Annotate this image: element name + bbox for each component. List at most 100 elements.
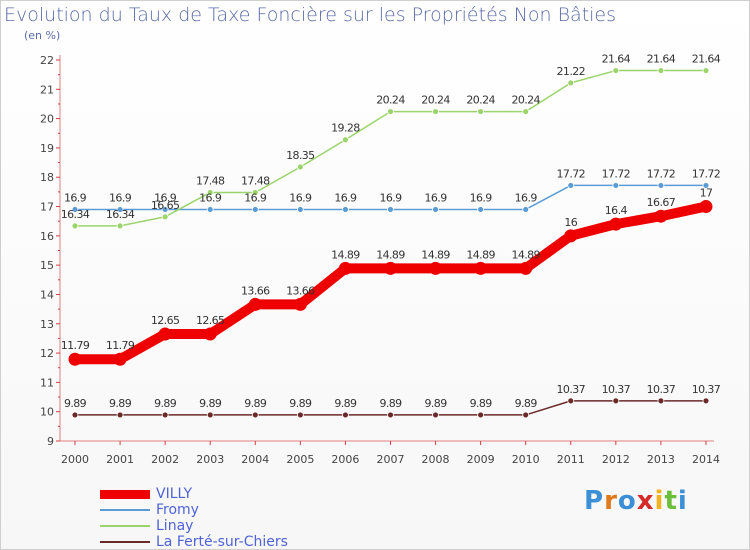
data-label-fromy: 16.9	[334, 191, 357, 204]
data-label-villy: 12.65	[196, 314, 225, 327]
data-label-linay: 21.22	[557, 65, 586, 78]
data-label-la-fert-sur-chiers: 9.89	[425, 397, 448, 410]
data-label-linay: 16.34	[61, 208, 90, 221]
data-point-fromy	[251, 206, 259, 213]
data-label-linay: 20.24	[511, 94, 540, 107]
chart-title: Evolution du Taux de Taxe Foncière sur l…	[4, 4, 617, 26]
data-point-linay	[702, 67, 710, 74]
data-point-fromy	[387, 206, 394, 213]
logo-letter: x	[636, 486, 655, 516]
y-tick-label: 13	[40, 318, 54, 331]
x-tick-label: 2003	[196, 453, 224, 466]
x-tick-label: 2005	[286, 453, 314, 466]
data-point-fromy	[477, 206, 485, 213]
logo-letter: i	[677, 486, 688, 516]
data-label-la-fert-sur-chiers: 9.89	[289, 397, 312, 410]
chart-legend: VILLY Fromy Linay La Ferté-sur-Chiers	[100, 486, 288, 550]
data-point-linay	[522, 108, 530, 115]
data-label-fromy: 17.72	[647, 167, 676, 180]
data-label-villy: 11.79	[61, 339, 90, 352]
data-point-la-fert-sur-chiers	[432, 411, 439, 419]
data-label-fromy: 16.9	[109, 191, 132, 204]
y-tick-label: 21	[40, 83, 54, 96]
x-tick-label: 2012	[602, 453, 630, 466]
data-label-villy: 16	[564, 216, 577, 229]
data-label-linay: 17.48	[196, 174, 225, 187]
data-label-villy: 14.89	[421, 248, 450, 261]
data-label-fromy: 16.9	[470, 191, 493, 204]
data-label-linay: 21.64	[692, 53, 721, 66]
data-label-fromy: 16.9	[64, 191, 87, 204]
legend-label: La Ferté-sur-Chiers	[156, 534, 288, 550]
y-tick-label: 20	[40, 113, 54, 126]
data-point-linay	[567, 79, 575, 87]
legend-item: VILLY	[100, 486, 288, 502]
logo-letter: t	[664, 486, 678, 516]
data-point-linay	[657, 67, 665, 74]
legend-swatch	[100, 489, 150, 499]
data-point-fromy	[567, 182, 575, 189]
data-point-la-fert-sur-chiers	[522, 411, 530, 419]
data-label-villy: 13.66	[286, 284, 315, 297]
data-point-villy	[113, 352, 127, 366]
data-point-linay	[612, 67, 620, 74]
data-label-villy: 14.89	[331, 248, 360, 261]
data-label-la-fert-sur-chiers: 9.89	[470, 397, 493, 410]
data-label-linay: 20.24	[376, 94, 405, 107]
data-label-linay: 16.65	[151, 199, 180, 212]
x-tick-label: 2002	[151, 453, 179, 466]
x-tick-label: 2007	[376, 453, 404, 466]
data-point-la-fert-sur-chiers	[116, 411, 124, 419]
x-tick-label: 2001	[106, 453, 134, 466]
logo-letter: P	[584, 486, 605, 516]
data-point-villy	[293, 297, 307, 311]
data-point-la-fert-sur-chiers	[387, 411, 394, 419]
logo-letter: o	[617, 486, 637, 516]
data-point-villy	[654, 209, 668, 223]
data-point-villy	[519, 261, 533, 275]
data-label-la-fert-sur-chiers: 9.89	[154, 397, 177, 410]
data-point-linay	[387, 108, 394, 115]
legend-item: La Ferté-sur-Chiers	[100, 534, 288, 550]
data-label-villy: 14.89	[511, 248, 540, 261]
data-label-fromy: 16.9	[425, 191, 448, 204]
data-label-la-fert-sur-chiers: 10.37	[692, 383, 721, 396]
data-point-linay	[161, 213, 169, 221]
data-point-linay	[71, 222, 79, 230]
data-point-villy	[609, 217, 623, 231]
line-chart: 9 10 11 12 13 14 15 16 17 18 19 20 21 22 2000 2001 2002 2…	[40, 53, 721, 466]
data-label-la-fert-sur-chiers: 9.89	[244, 397, 267, 410]
data-label-fromy: 17.72	[692, 167, 721, 180]
data-label-fromy: 16.9	[154, 191, 177, 204]
y-tick-label: 12	[40, 347, 54, 360]
data-point-linay	[251, 189, 259, 196]
data-label-villy: 13.66	[241, 284, 270, 297]
x-tick-label: 2008	[422, 453, 450, 466]
data-label-villy: 14.89	[376, 248, 405, 261]
data-point-villy	[248, 297, 262, 311]
data-label-linay: 21.64	[602, 53, 631, 66]
data-point-la-fert-sur-chiers	[71, 411, 79, 419]
data-point-villy	[429, 261, 443, 275]
data-point-fromy	[522, 206, 530, 213]
data-point-la-fert-sur-chiers	[477, 411, 485, 419]
legend-label: Fromy	[156, 502, 199, 518]
data-point-villy	[203, 327, 217, 341]
x-tick-label: 2011	[557, 453, 585, 466]
x-tick-label: 2014	[692, 453, 720, 466]
data-point-linay	[116, 222, 124, 230]
data-label-fromy: 16.9	[379, 191, 402, 204]
y-tick-label: 10	[40, 406, 54, 419]
data-label-fromy: 16.9	[199, 191, 222, 204]
legend-swatch	[100, 541, 150, 543]
data-point-la-fert-sur-chiers	[206, 411, 214, 419]
data-label-la-fert-sur-chiers: 10.37	[647, 383, 676, 396]
logo-letter: r	[604, 486, 618, 516]
y-tick-label: 9	[47, 435, 54, 448]
data-label-la-fert-sur-chiers: 10.37	[557, 383, 586, 396]
data-point-fromy	[612, 182, 620, 189]
data-label-villy: 11.79	[106, 339, 135, 352]
data-point-villy	[474, 261, 488, 275]
data-label-linay: 16.34	[106, 208, 135, 221]
y-tick-label: 18	[40, 171, 54, 184]
